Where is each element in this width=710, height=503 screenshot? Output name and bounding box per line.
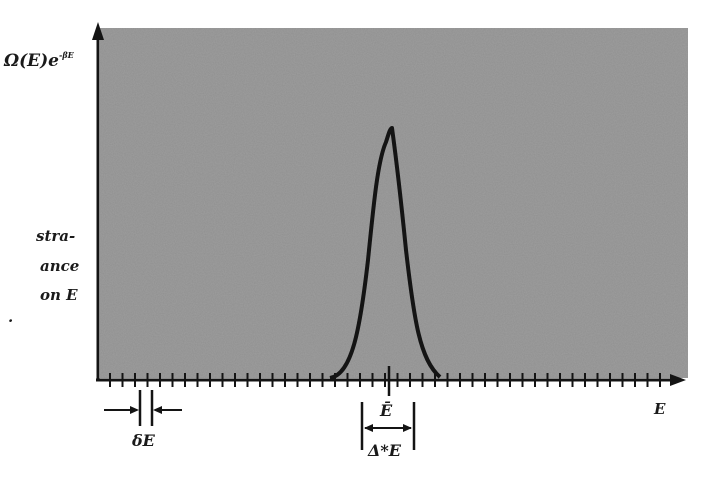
peak-position-label: Ē	[379, 400, 393, 420]
y-axis-label: Ω(E)e-βE	[3, 50, 75, 71]
caption-fragment: stra-	[36, 227, 75, 245]
y-axis-arrowhead	[92, 22, 104, 40]
y-axis-label-superscript: -βE	[59, 50, 75, 60]
peak-width-label: Δ*E	[367, 441, 402, 460]
shaded-region-grain	[100, 28, 688, 378]
caption-fragment: on E	[40, 286, 78, 304]
x-axis-arrowhead	[670, 374, 686, 386]
peak-curve	[329, 126, 442, 380]
x-axis-label: E	[653, 400, 666, 418]
bin-width-marker	[104, 390, 182, 426]
x-axis-ticks	[109, 373, 661, 387]
bin-width-label: δE	[131, 431, 156, 450]
caption-fragment: ance	[40, 257, 79, 275]
peak-width-marker	[360, 402, 416, 450]
caption-fragment: .	[8, 308, 13, 326]
